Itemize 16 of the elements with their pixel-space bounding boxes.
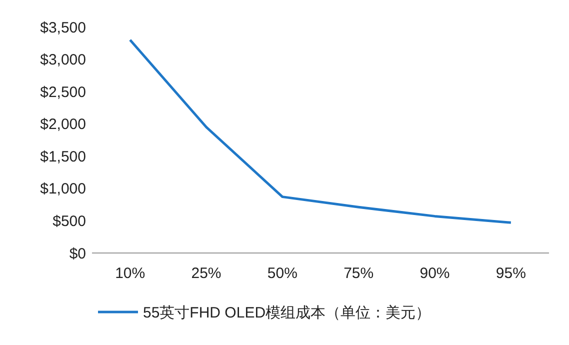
line-series (128, 38, 512, 224)
x-tick-label: 25% (191, 265, 222, 282)
y-tick-label: $2,000 (40, 116, 86, 134)
y-tick-label: $3,500 (40, 19, 86, 36)
x-tick-label: 75% (344, 265, 374, 282)
legend-label: 55英寸FHD OLED模组成本（单位：美元） (143, 304, 431, 322)
y-tick-label: $1,500 (40, 148, 86, 166)
y-tick-label: $0 (69, 245, 86, 262)
y-tick-label: $500 (52, 212, 86, 230)
y-tick-label: $2,500 (40, 84, 86, 101)
y-tick-label: $3,000 (40, 52, 86, 69)
x-tick-label: 10% (115, 265, 146, 282)
y-tick-label: $1,000 (40, 180, 86, 198)
x-tick-label: 90% (420, 265, 450, 282)
x-tick-label: 50% (267, 265, 298, 282)
x-tick-label: 95% (496, 265, 526, 282)
